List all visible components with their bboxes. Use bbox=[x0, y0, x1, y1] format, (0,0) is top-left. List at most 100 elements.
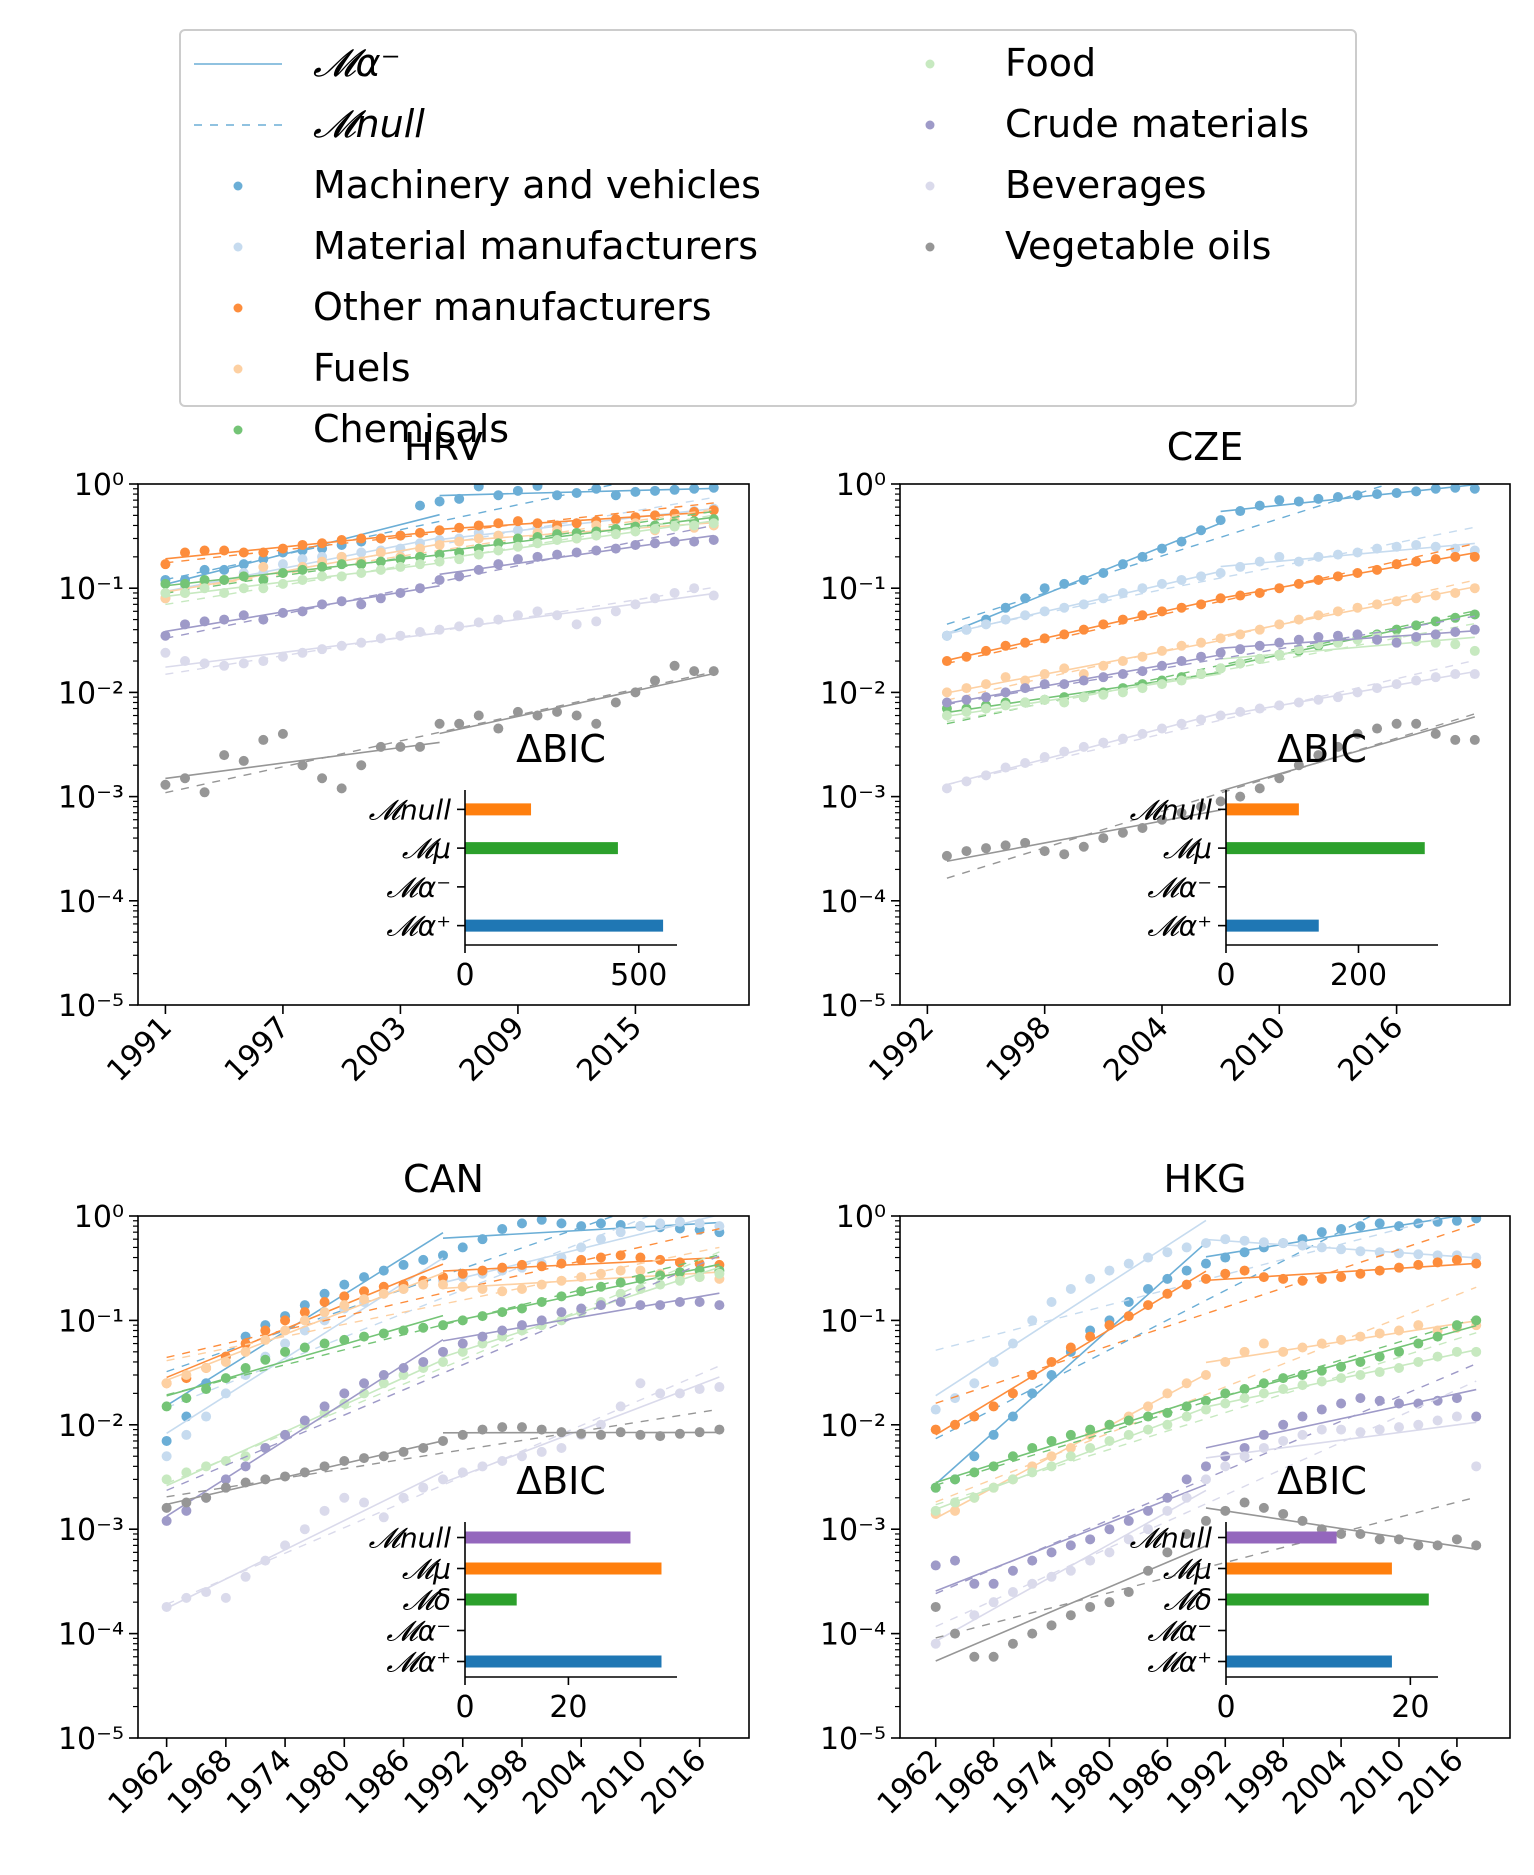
data-point bbox=[434, 549, 445, 560]
legend-marker bbox=[233, 181, 243, 191]
data-point bbox=[1027, 1369, 1038, 1380]
data-point bbox=[674, 1216, 685, 1227]
data-point bbox=[280, 1338, 291, 1349]
data-point bbox=[375, 564, 386, 575]
data-point bbox=[930, 1638, 941, 1649]
data-point bbox=[1235, 706, 1246, 717]
data-point bbox=[1471, 1346, 1482, 1357]
data-point bbox=[378, 1265, 389, 1276]
data-point bbox=[1355, 1221, 1366, 1232]
data-point bbox=[674, 1388, 685, 1399]
data-point bbox=[1355, 1268, 1366, 1279]
data-point bbox=[1078, 574, 1089, 585]
x-tick-label: 2003 bbox=[335, 1010, 414, 1089]
data-point bbox=[941, 710, 952, 721]
data-point bbox=[339, 1279, 350, 1290]
data-point bbox=[1258, 1338, 1269, 1349]
data-point bbox=[1181, 1265, 1192, 1276]
data-point bbox=[240, 1346, 251, 1357]
data-point bbox=[969, 1467, 980, 1478]
x-tick-label: 2009 bbox=[453, 1010, 532, 1089]
inset-category-label: 𝓜μ bbox=[1163, 1553, 1212, 1586]
data-point bbox=[339, 1388, 350, 1399]
data-point bbox=[1020, 683, 1031, 694]
data-point bbox=[708, 535, 719, 546]
data-point bbox=[694, 1297, 705, 1308]
data-point bbox=[1020, 697, 1031, 708]
data-point bbox=[1471, 1411, 1482, 1422]
inset-x-tick-label: 0 bbox=[1216, 958, 1235, 993]
data-point bbox=[438, 1320, 449, 1331]
data-point bbox=[950, 1628, 961, 1639]
data-point bbox=[1352, 687, 1363, 698]
data-point bbox=[576, 1286, 587, 1297]
data-point bbox=[1239, 1346, 1250, 1357]
data-point bbox=[1297, 1369, 1308, 1380]
data-point bbox=[1430, 728, 1441, 739]
data-point bbox=[689, 583, 700, 594]
x-tick-label: 1986 bbox=[338, 1743, 417, 1822]
data-point bbox=[635, 1252, 646, 1263]
data-point bbox=[1078, 692, 1089, 703]
data-point bbox=[1355, 1356, 1366, 1367]
data-point bbox=[238, 583, 249, 594]
data-point bbox=[1039, 751, 1050, 762]
inset-title: ΔBIC bbox=[1277, 1459, 1367, 1503]
data-point bbox=[576, 1272, 587, 1283]
data-point bbox=[689, 666, 700, 677]
legend-label: Beverages bbox=[1005, 163, 1207, 207]
data-point bbox=[1450, 734, 1461, 745]
data-point bbox=[1254, 640, 1265, 651]
data-point bbox=[1254, 556, 1265, 567]
data-point bbox=[1143, 1565, 1154, 1576]
data-point bbox=[1085, 1273, 1096, 1284]
data-point bbox=[418, 1442, 429, 1453]
data-point bbox=[961, 651, 972, 662]
data-point bbox=[1065, 1283, 1076, 1294]
data-point bbox=[398, 1369, 409, 1380]
inset-x-tick-label: 0 bbox=[455, 1690, 474, 1725]
data-point bbox=[415, 543, 425, 554]
inset-bar bbox=[465, 803, 532, 816]
data-point bbox=[1046, 1435, 1057, 1446]
data-point bbox=[635, 1429, 646, 1440]
x-tick-label: 1997 bbox=[218, 1010, 297, 1089]
data-point bbox=[1274, 495, 1285, 506]
data-point bbox=[497, 1456, 508, 1467]
data-point bbox=[418, 1254, 429, 1265]
data-point bbox=[1215, 593, 1226, 604]
data-point bbox=[1278, 1384, 1289, 1395]
data-point bbox=[317, 571, 328, 582]
legend-label: Material manufacturers bbox=[313, 224, 758, 268]
data-point bbox=[595, 1234, 606, 1245]
data-point bbox=[1104, 1435, 1115, 1446]
data-point bbox=[375, 556, 386, 567]
data-point bbox=[930, 1560, 941, 1571]
data-point bbox=[635, 1221, 646, 1232]
data-point bbox=[1007, 1411, 1018, 1422]
y-tick-label: 10⁻⁵ bbox=[820, 1722, 886, 1757]
inset-category-label: 𝓜null bbox=[1130, 793, 1213, 826]
data-point bbox=[180, 587, 190, 598]
data-point bbox=[1059, 697, 1070, 708]
data-point bbox=[1239, 1265, 1250, 1276]
data-point bbox=[260, 1555, 271, 1566]
data-point bbox=[532, 551, 543, 562]
inset-bar bbox=[1226, 803, 1299, 816]
data-point bbox=[1336, 1424, 1347, 1435]
data-point bbox=[1123, 1534, 1134, 1545]
data-point bbox=[1451, 1534, 1462, 1545]
data-point bbox=[378, 1378, 389, 1389]
data-point bbox=[181, 1429, 192, 1440]
data-point bbox=[1352, 728, 1363, 739]
null-model-line bbox=[166, 1251, 720, 1485]
data-point bbox=[1085, 1442, 1096, 1453]
data-point bbox=[694, 1218, 705, 1229]
plot-area bbox=[941, 484, 1480, 879]
data-point bbox=[1372, 683, 1383, 694]
data-point bbox=[1394, 1422, 1405, 1433]
data-point bbox=[635, 1265, 646, 1276]
data-point bbox=[359, 1453, 370, 1464]
data-point bbox=[180, 547, 190, 558]
inset-bar bbox=[1226, 1655, 1392, 1668]
